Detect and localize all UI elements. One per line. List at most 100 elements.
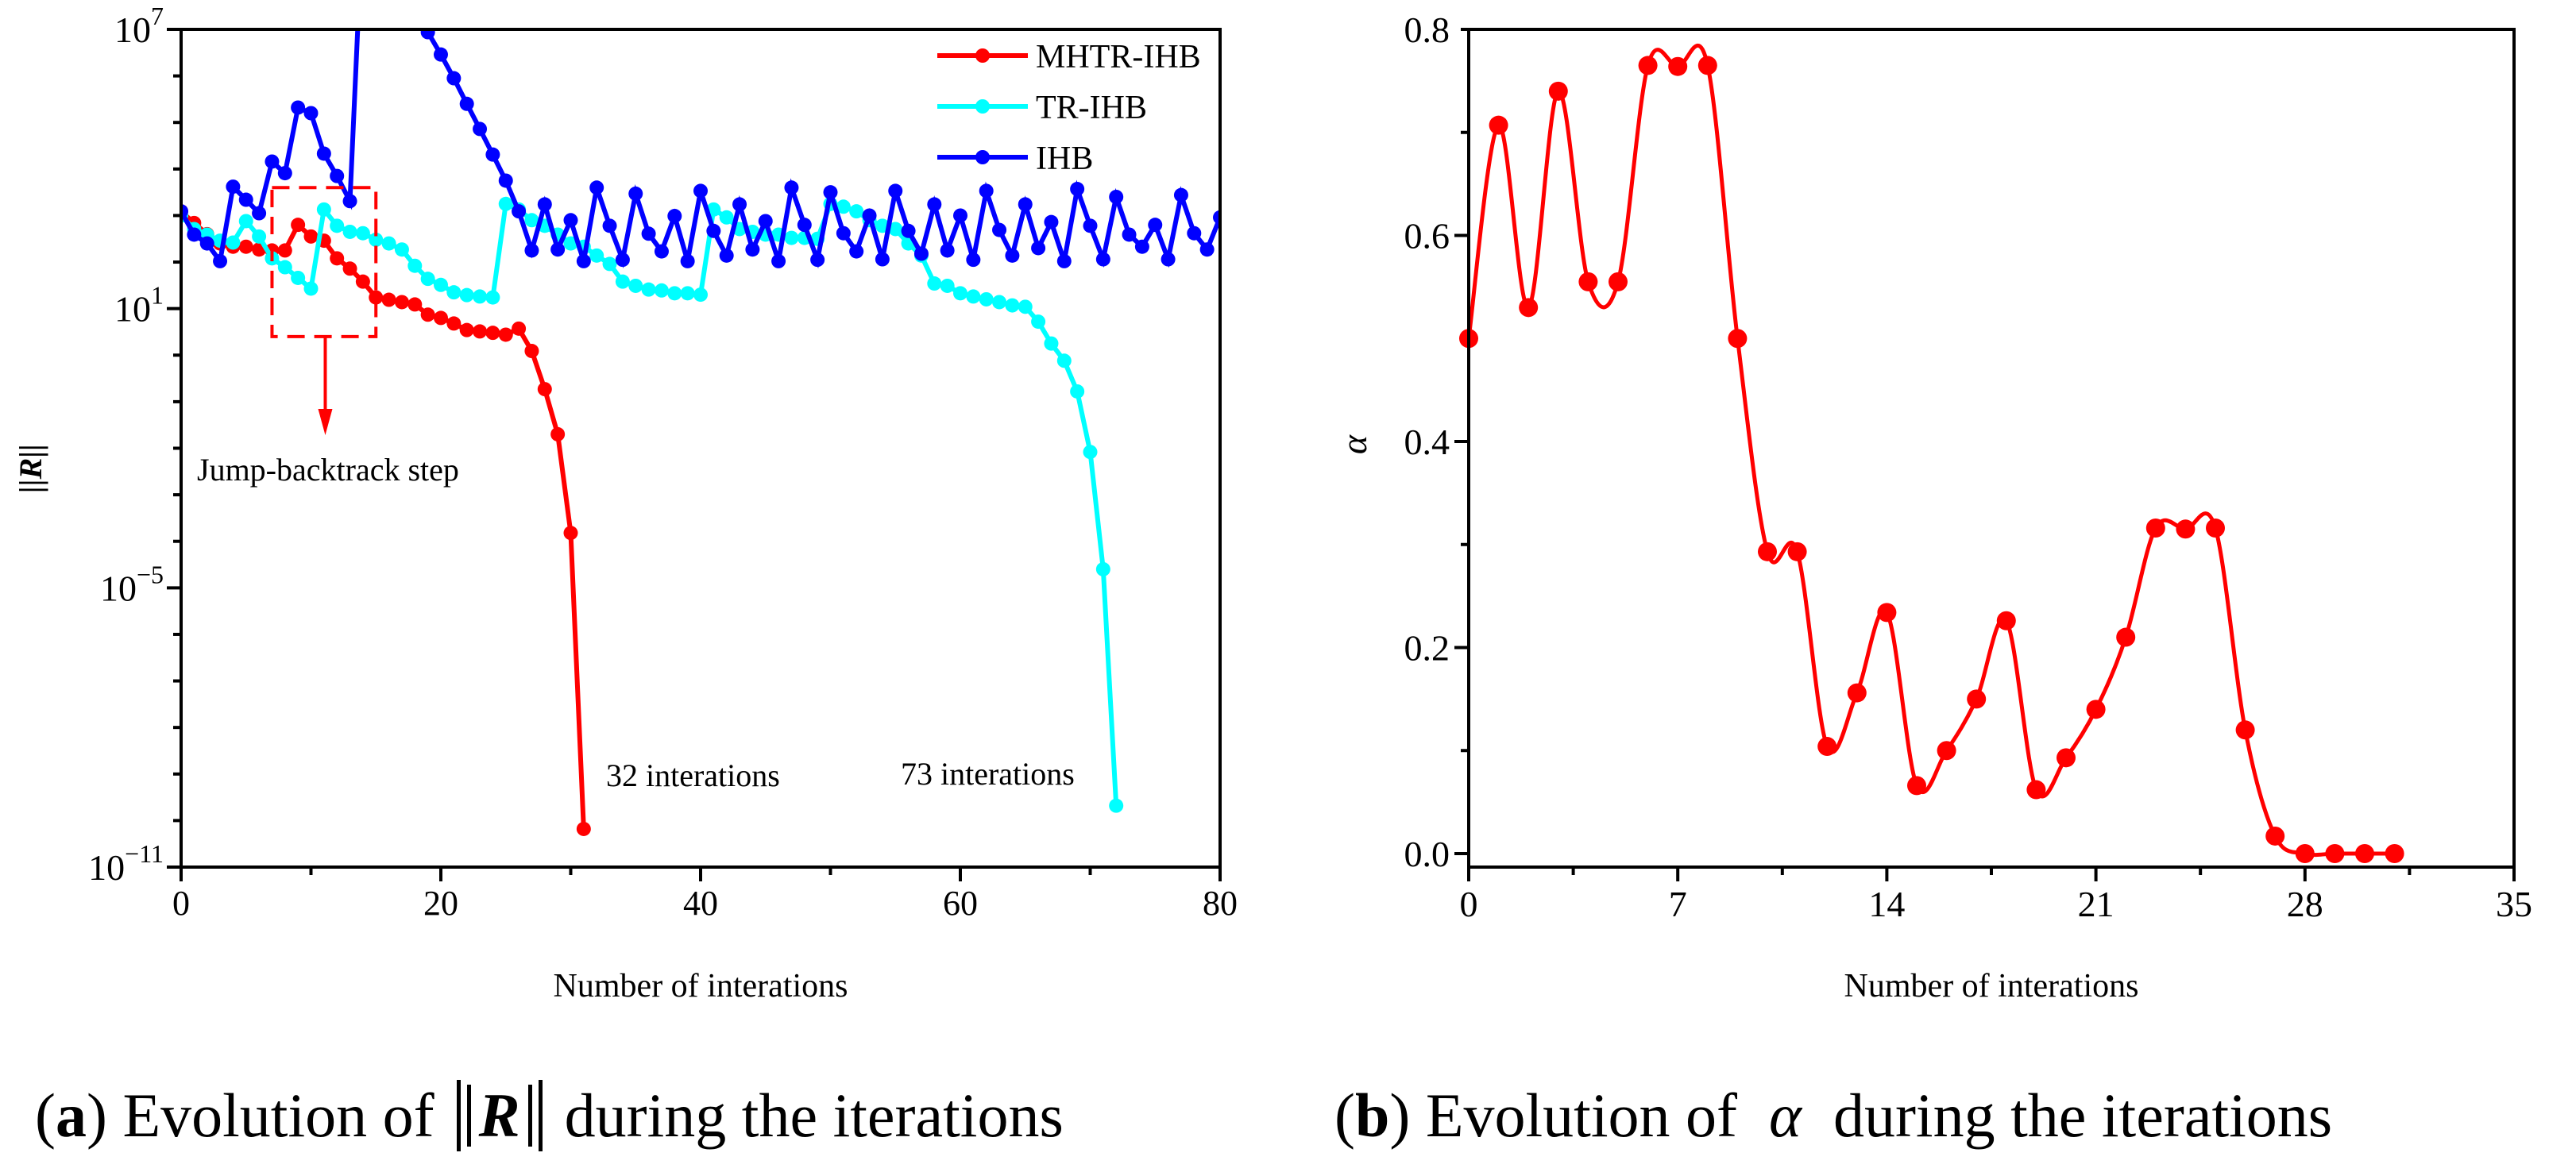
- data-point-TR-IHB: [330, 218, 345, 233]
- data-point-alpha: [2325, 844, 2345, 863]
- data-point-IHB: [434, 47, 448, 62]
- data-point-alpha: [1817, 737, 1837, 757]
- data-point-MHTR-IHB: [381, 292, 396, 307]
- data-point-TR-IHB: [615, 274, 630, 289]
- data-point-TR-IHB: [563, 236, 578, 251]
- data-point-TR-IHB: [524, 213, 539, 228]
- data-point-IHB: [537, 197, 552, 212]
- data-point-TR-IHB: [1083, 445, 1098, 460]
- data-point-MHTR-IHB: [512, 321, 527, 336]
- data-point-TR-IHB: [979, 291, 994, 306]
- data-point-IHB: [628, 186, 643, 201]
- data-point-TR-IHB: [473, 289, 488, 304]
- data-point-IHB: [420, 29, 435, 40]
- data-point-TR-IHB: [836, 199, 851, 214]
- data-point-TR-IHB: [394, 242, 409, 257]
- data-point-IHB: [498, 173, 513, 188]
- data-point-TR-IHB: [381, 236, 396, 251]
- data-point-IHB: [875, 252, 890, 267]
- data-point-IHB: [512, 204, 527, 219]
- y-tick-exponent: 7: [151, 2, 164, 30]
- data-point-IHB: [1031, 241, 1046, 256]
- data-point-IHB: [913, 246, 929, 261]
- data-point-IHB: [823, 185, 838, 200]
- data-point-IHB: [849, 244, 864, 259]
- data-point-TR-IHB: [277, 260, 292, 275]
- data-point-alpha: [2355, 844, 2374, 863]
- data-point-TR-IHB: [252, 229, 267, 244]
- data-point-TR-IHB: [369, 232, 384, 247]
- data-point-IHB: [316, 146, 331, 161]
- x-tick-label: 21: [2078, 884, 2114, 924]
- chart-alpha: 0.0 0.2 0.4 0.6 0.8 0 7 14 21 28 35 Number of inter…: [1334, 10, 2532, 1004]
- x-axis-title: Number of interations: [554, 968, 848, 1004]
- data-point-IHB: [966, 253, 981, 268]
- data-point-alpha: [2206, 518, 2225, 538]
- data-point-TR-IHB: [420, 272, 435, 287]
- data-point-TR-IHB: [238, 214, 253, 229]
- data-point-MHTR-IHB: [537, 382, 552, 397]
- data-point-IHB: [199, 236, 214, 251]
- data-point-IHB: [213, 253, 228, 268]
- annotation-73-iterations: 73 interations: [901, 756, 1075, 792]
- data-point-TR-IHB: [927, 276, 942, 291]
- data-point-IHB: [862, 208, 877, 223]
- data-point-MHTR-IHB: [394, 295, 409, 310]
- data-point-alpha: [1578, 272, 1598, 291]
- data-point-IHB: [797, 218, 812, 233]
- data-point-IHB: [1044, 214, 1059, 229]
- data-point-MHTR-IHB: [473, 324, 488, 339]
- data-point-TR-IHB: [1095, 561, 1110, 576]
- data-point-TR-IHB: [291, 270, 306, 285]
- data-point-MHTR-IHB: [369, 290, 384, 305]
- y-axis-title: ||R||: [13, 444, 48, 493]
- data-point-IHB: [238, 192, 253, 207]
- data-point-TR-IHB: [1018, 299, 1033, 314]
- y-tick-label: 0.4: [1404, 422, 1450, 462]
- x-tick-label: 40: [683, 884, 718, 923]
- data-point-IHB: [1122, 227, 1137, 242]
- data-point-IHB: [719, 248, 734, 263]
- data-point-IHB: [706, 223, 721, 238]
- data-point-IHB: [1056, 253, 1072, 268]
- y-tick-label: 10−11: [88, 839, 164, 888]
- data-point-alpha: [2235, 720, 2255, 740]
- data-point-IHB: [342, 194, 357, 209]
- data-point-TR-IHB: [784, 230, 799, 245]
- data-point-TR-IHB: [316, 202, 331, 217]
- x-tick-label: 7: [1669, 884, 1687, 924]
- data-point-alpha: [2295, 844, 2315, 863]
- data-point-IHB: [1095, 252, 1110, 267]
- data-point-alpha: [2145, 518, 2165, 538]
- data-point-TR-IHB: [407, 258, 423, 273]
- plot-frame: [180, 28, 1222, 869]
- x-tick-label: 35: [2496, 884, 2532, 924]
- data-point-TR-IHB: [992, 295, 1007, 310]
- data-point-MHTR-IHB: [277, 243, 292, 258]
- data-point-IHB: [940, 243, 955, 258]
- data-point-MHTR-IHB: [434, 310, 448, 326]
- data-point-IHB: [187, 227, 202, 242]
- data-point-IHB: [1199, 242, 1215, 257]
- data-point-IHB: [901, 223, 916, 238]
- data-point-TR-IHB: [628, 278, 643, 293]
- data-point-IHB: [1187, 226, 1202, 241]
- x-tick-label: 60: [943, 884, 978, 923]
- legend-label: IHB: [1036, 141, 1093, 177]
- data-point-IHB: [1109, 190, 1124, 204]
- data-point-alpha: [1668, 56, 1688, 76]
- data-point-MHTR-IHB: [291, 218, 306, 233]
- y-tick-label: 0.6: [1404, 216, 1450, 256]
- data-point-MHTR-IHB: [485, 326, 500, 341]
- caption-b-prefix: Evolution of: [1425, 1081, 1737, 1150]
- data-point-TR-IHB: [446, 285, 462, 300]
- data-point-TR-IHB: [953, 286, 967, 301]
- data-point-IHB: [1173, 187, 1188, 202]
- data-point-TR-IHB: [434, 277, 448, 292]
- data-point-IHB: [1083, 218, 1098, 233]
- data-point-IHB: [953, 208, 967, 223]
- data-point-IHB: [550, 242, 566, 257]
- caption-a-symbol: R: [466, 1085, 532, 1147]
- data-point-IHB: [1161, 252, 1176, 267]
